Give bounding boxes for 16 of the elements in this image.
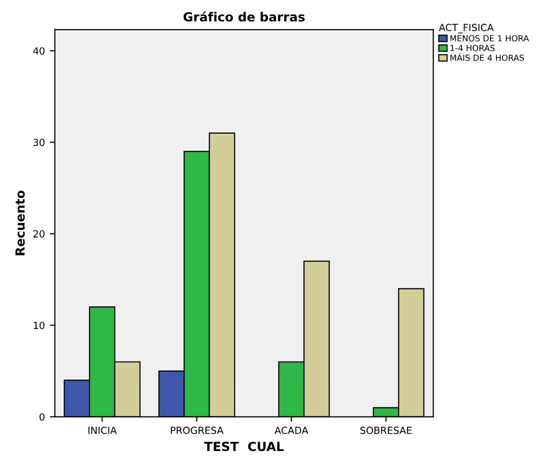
- y-tick-label: 20: [33, 230, 44, 238]
- chart-title: Gráfico de barras: [184, 11, 305, 22]
- legend-label: 1-4 HORAS: [450, 44, 495, 52]
- y-tick-label: 30: [33, 138, 44, 146]
- legend-title: ACT_FISICA: [438, 24, 494, 34]
- x-tick-label: ACADA: [274, 426, 308, 434]
- y-tick-label: 10: [34, 322, 44, 330]
- y-tick-label: 40: [33, 47, 44, 55]
- y-tick-label: 0: [40, 413, 44, 421]
- legend-label: MENOS DE 1 HORA: [450, 35, 529, 42]
- x-tick-label: PROGRESA: [170, 426, 224, 434]
- y-axis-title: Recuento: [15, 190, 25, 256]
- legend-label: MÁIS DE 4 HORAS: [450, 53, 524, 61]
- x-tick-label: INICIA: [88, 426, 117, 434]
- x-axis-title: TEST CUAL: [204, 442, 284, 452]
- x-tick-label: SOBRESAE: [360, 426, 412, 434]
